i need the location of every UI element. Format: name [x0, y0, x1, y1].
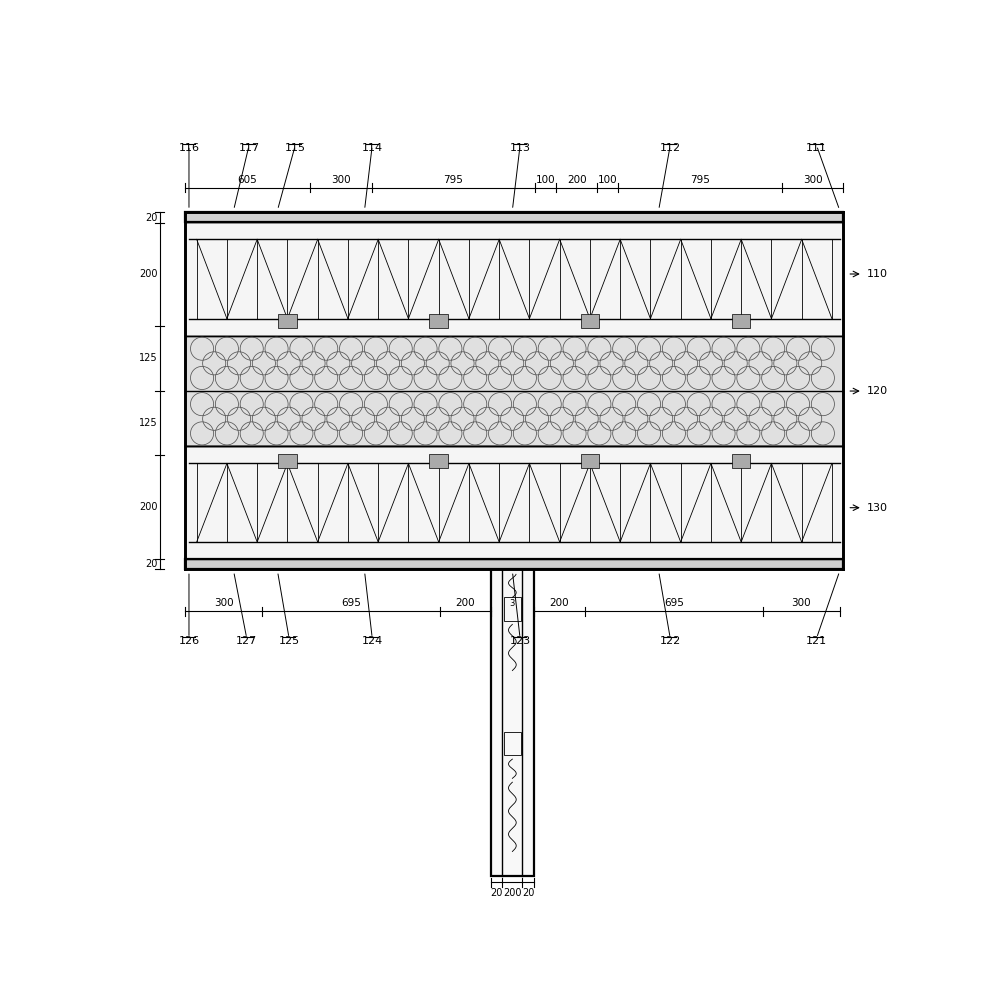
Text: 116: 116	[179, 143, 200, 153]
Polygon shape	[580, 314, 599, 328]
Text: 110: 110	[866, 269, 887, 279]
Polygon shape	[491, 569, 533, 876]
Polygon shape	[185, 559, 843, 569]
Polygon shape	[185, 212, 843, 222]
Text: 125: 125	[139, 353, 158, 363]
Text: 3: 3	[509, 599, 515, 608]
Text: 695: 695	[664, 598, 684, 608]
Text: 127: 127	[236, 636, 258, 646]
Text: 200: 200	[566, 175, 586, 185]
Polygon shape	[580, 454, 599, 468]
Text: 112: 112	[659, 143, 680, 153]
Text: 795: 795	[444, 175, 464, 185]
Text: 200: 200	[139, 502, 158, 512]
Polygon shape	[185, 446, 843, 559]
Text: 20: 20	[145, 213, 158, 223]
Text: 200: 200	[456, 598, 476, 608]
Text: 124: 124	[362, 636, 383, 646]
Polygon shape	[185, 336, 843, 446]
Text: 126: 126	[179, 636, 200, 646]
Text: 122: 122	[659, 636, 681, 646]
Text: 125: 125	[139, 418, 158, 428]
Polygon shape	[185, 222, 843, 336]
Text: 100: 100	[535, 175, 555, 185]
Text: 300: 300	[791, 598, 811, 608]
Polygon shape	[430, 314, 448, 328]
Text: 100: 100	[597, 175, 617, 185]
Text: 117: 117	[239, 143, 260, 153]
Text: 120: 120	[866, 386, 888, 396]
Polygon shape	[732, 314, 750, 328]
Text: 605: 605	[238, 175, 258, 185]
Text: 300: 300	[331, 175, 351, 185]
Polygon shape	[278, 314, 297, 328]
Text: 200: 200	[503, 888, 521, 898]
Text: 130: 130	[866, 503, 887, 513]
Text: 113: 113	[509, 143, 530, 153]
Text: 114: 114	[362, 143, 383, 153]
Text: 125: 125	[279, 636, 300, 646]
Polygon shape	[430, 454, 448, 468]
Text: 20: 20	[521, 888, 534, 898]
Text: 300: 300	[214, 598, 234, 608]
Text: 200: 200	[549, 598, 569, 608]
Polygon shape	[278, 454, 297, 468]
Polygon shape	[732, 454, 750, 468]
Text: 121: 121	[806, 636, 827, 646]
Text: 795: 795	[690, 175, 709, 185]
Text: 200: 200	[139, 269, 158, 279]
Text: 111: 111	[806, 143, 827, 153]
Text: 695: 695	[341, 598, 361, 608]
Text: 300: 300	[803, 175, 822, 185]
Text: 20: 20	[145, 559, 158, 569]
Text: 115: 115	[285, 143, 306, 153]
Text: 123: 123	[509, 636, 530, 646]
Text: 20: 20	[491, 888, 502, 898]
